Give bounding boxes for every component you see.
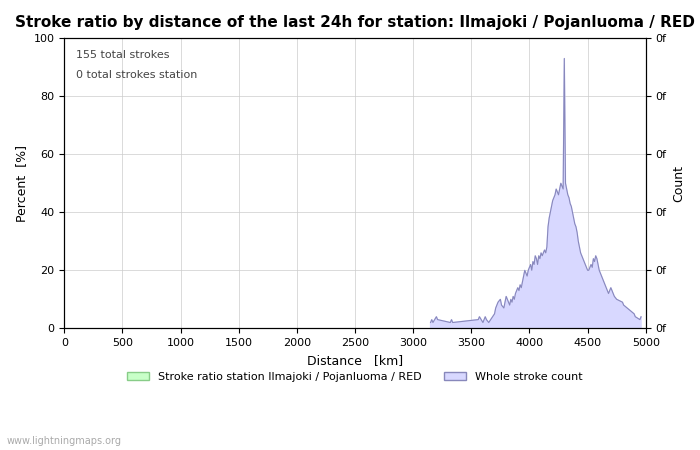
- Legend: Stroke ratio station Ilmajoki / Pojanluoma / RED, Whole stroke count: Stroke ratio station Ilmajoki / Pojanluo…: [122, 368, 587, 387]
- X-axis label: Distance   [km]: Distance [km]: [307, 354, 403, 367]
- Text: 0 total strokes station: 0 total strokes station: [76, 70, 197, 80]
- Title: Stroke ratio by distance of the last 24h for station: Ilmajoki / Pojanluoma / RE: Stroke ratio by distance of the last 24h…: [15, 15, 695, 30]
- Polygon shape: [430, 58, 641, 328]
- Text: 155 total strokes: 155 total strokes: [76, 50, 169, 60]
- Y-axis label: Count: Count: [672, 165, 685, 202]
- Text: www.lightningmaps.org: www.lightningmaps.org: [7, 436, 122, 446]
- Y-axis label: Percent  [%]: Percent [%]: [15, 145, 28, 222]
